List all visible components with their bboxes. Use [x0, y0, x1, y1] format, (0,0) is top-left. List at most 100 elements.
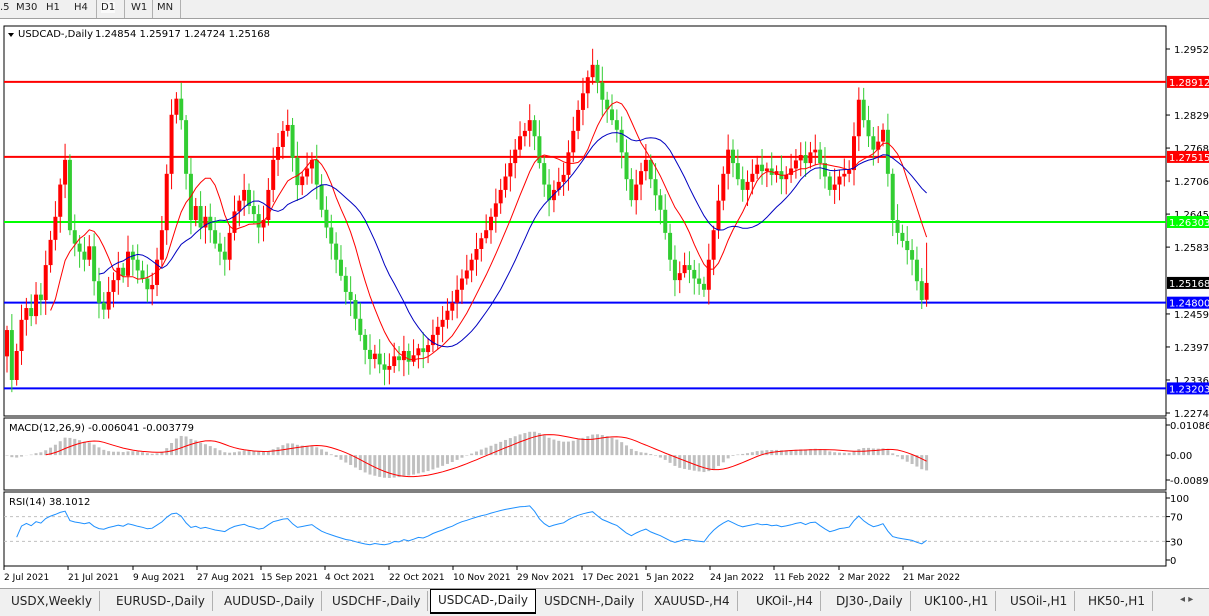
- macd-bar: [872, 448, 875, 455]
- candle-body: [344, 276, 348, 292]
- tab-eurusd-daily[interactable]: EURUSD-,Daily: [109, 591, 213, 611]
- tab-ukoil-h4[interactable]: UKOil-,H4: [749, 591, 821, 611]
- candle-body: [518, 136, 522, 149]
- tab-hk50-h1[interactable]: HK50-,H1: [1081, 591, 1153, 611]
- macd-bar: [209, 446, 212, 455]
- tab-usdx-weekly[interactable]: USDX,Weekly: [4, 591, 100, 611]
- candle-body: [49, 240, 53, 265]
- date-tick-label: 27 Aug 2021: [197, 573, 255, 583]
- macd-bar: [470, 454, 473, 456]
- toolbar-separator: [124, 0, 125, 18]
- macd-bar: [359, 455, 362, 470]
- macd-bar: [398, 455, 401, 477]
- macd-bar: [141, 452, 144, 455]
- macd-bar: [88, 442, 91, 455]
- tab-scroll-arrows[interactable]: ◂ ▸: [1180, 594, 1193, 605]
- macd-bar: [170, 443, 173, 455]
- timeframe-D1[interactable]: D1: [101, 2, 115, 13]
- candle-body: [179, 99, 183, 120]
- candle-body: [513, 150, 517, 163]
- macd-bar: [417, 455, 420, 473]
- tab-usdcad-daily[interactable]: USDCAD-,Daily: [430, 589, 536, 614]
- macd-bar: [54, 445, 57, 455]
- macd-bar: [30, 455, 33, 456]
- level-price-label: 1.28912: [1169, 78, 1209, 89]
- candle-body: [223, 252, 227, 260]
- price-tick-label: 1.25835: [1174, 243, 1209, 254]
- macd-bar: [678, 455, 681, 468]
- tab-usdcnh-daily[interactable]: USDCNH-,Daily: [537, 591, 643, 611]
- candle-body: [847, 170, 851, 174]
- level-price-label: 1.23203: [1169, 384, 1209, 395]
- macd-bar: [625, 445, 628, 455]
- macd-bar: [756, 451, 759, 455]
- macd-bar: [223, 452, 226, 455]
- candle-body: [595, 65, 599, 83]
- tab-usdchf-daily[interactable]: USDCHF-,Daily: [325, 591, 428, 611]
- macd-bar: [330, 454, 333, 455]
- macd-tick-label: -0.008974: [1170, 476, 1209, 487]
- macd-label: MACD(12,26,9) -0.006041 -0.003779: [9, 423, 194, 434]
- macd-bar: [514, 436, 517, 455]
- candle-body: [804, 155, 808, 163]
- macd-bar: [78, 440, 81, 455]
- candle-body: [654, 179, 658, 195]
- timeframe-5[interactable]: .5: [0, 2, 10, 13]
- macd-bar: [456, 455, 459, 460]
- candle-body: [484, 230, 488, 238]
- macd-bar: [204, 444, 207, 455]
- candle-body: [808, 152, 812, 163]
- candle-body: [291, 125, 295, 158]
- candle-body: [450, 303, 454, 311]
- macd-bar: [436, 455, 439, 468]
- macd-bar: [523, 433, 526, 455]
- candle-body: [828, 177, 832, 190]
- candle-body: [87, 246, 91, 259]
- macd-bar: [180, 436, 183, 455]
- macd-bar: [823, 450, 826, 455]
- tab-dj30-daily[interactable]: DJ30-,Daily: [829, 591, 911, 611]
- macd-bar: [698, 455, 701, 471]
- macd-bar: [891, 453, 894, 455]
- macd-bar: [712, 455, 715, 469]
- macd-bar: [83, 442, 86, 455]
- candle-body: [121, 268, 125, 276]
- candle-body: [305, 168, 309, 176]
- macd-bar: [886, 450, 889, 455]
- macd-bar: [97, 447, 100, 455]
- macd-bar: [494, 444, 497, 455]
- tab-xauusd-h4[interactable]: XAUUSD-,H4: [647, 591, 738, 611]
- macd-bar: [199, 443, 202, 455]
- macd-bar: [644, 453, 647, 455]
- candle-body: [324, 210, 328, 228]
- timeframe-M30[interactable]: M30: [16, 2, 37, 13]
- timeframe-H1[interactable]: H1: [46, 2, 60, 13]
- candle-body: [915, 260, 919, 281]
- tab-uk100-h1[interactable]: UK100-,H1: [917, 591, 996, 611]
- candle-body: [392, 356, 396, 366]
- macd-bar: [441, 455, 444, 466]
- candle-body: [165, 174, 169, 230]
- date-tick-label: 10 Nov 2021: [453, 573, 511, 583]
- candle-body: [126, 252, 130, 276]
- candle-body: [663, 210, 667, 233]
- rsi-tick-label: 0: [1170, 556, 1176, 567]
- timeframe-H4[interactable]: H4: [74, 2, 88, 13]
- candle-body: [755, 165, 759, 174]
- price-chart[interactable]: 1.295251.282951.276801.270651.264501.258…: [0, 19, 1209, 588]
- macd-bar: [654, 455, 657, 456]
- candle-body: [678, 273, 682, 280]
- candle-body: [34, 295, 38, 316]
- price-tick-label: 1.29525: [1174, 45, 1209, 56]
- candle-body: [271, 160, 275, 190]
- candle-body: [174, 99, 178, 115]
- macd-bar: [310, 446, 313, 455]
- tab-usoil-h1[interactable]: USOil-,H1: [1003, 591, 1075, 611]
- tab-audusd-daily[interactable]: AUDUSD-,Daily: [217, 591, 322, 611]
- candle-body: [721, 174, 725, 201]
- macd-bar: [320, 449, 323, 455]
- candle-body: [252, 206, 256, 214]
- candle-body: [600, 83, 604, 100]
- timeframe-W1[interactable]: W1: [131, 2, 147, 13]
- timeframe-MN[interactable]: MN: [157, 2, 173, 13]
